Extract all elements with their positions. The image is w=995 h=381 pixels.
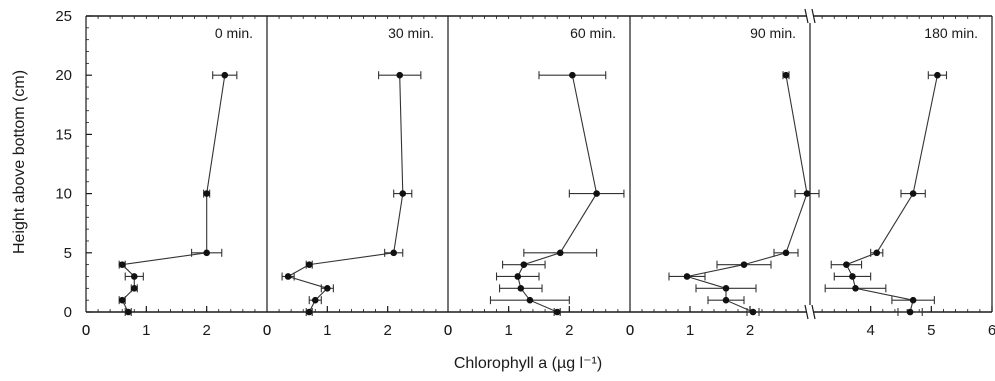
x-tick-label: 0 xyxy=(263,322,271,339)
x-tick-label: 2 xyxy=(202,322,210,339)
data-point xyxy=(783,72,790,79)
x-tick-label: 0 xyxy=(82,322,90,339)
data-point xyxy=(518,285,525,292)
x-tick-label: 6 xyxy=(988,322,995,339)
data-point xyxy=(804,190,811,197)
data-point xyxy=(396,72,403,79)
y-tick-label: 5 xyxy=(64,245,72,262)
panel-time-label: 0 min. xyxy=(215,25,253,41)
data-point xyxy=(203,190,210,197)
y-tick-label: 15 xyxy=(55,126,72,143)
data-point xyxy=(119,297,126,304)
data-point xyxy=(514,273,521,280)
data-point xyxy=(750,309,757,316)
data-point xyxy=(131,285,138,292)
data-point xyxy=(723,285,730,292)
data-point xyxy=(910,297,917,304)
data-point xyxy=(843,261,850,268)
x-tick-label: 1 xyxy=(504,322,512,339)
x-tick-label: 5 xyxy=(927,322,935,339)
data-point xyxy=(569,72,576,79)
data-point xyxy=(131,273,138,280)
data-point xyxy=(849,273,856,280)
data-point xyxy=(741,261,748,268)
x-tick-label: 1 xyxy=(686,322,694,339)
data-point xyxy=(593,190,600,197)
panel-4: 00 1 290 min. xyxy=(626,16,819,339)
x-tick-label: 0 xyxy=(626,322,634,339)
profile-line xyxy=(288,75,403,312)
panel-time-label: 90 min. xyxy=(750,25,796,41)
data-point xyxy=(783,250,790,257)
y-tick-label: 0 xyxy=(64,304,72,321)
x-tick-label: 1 xyxy=(142,322,150,339)
data-point xyxy=(873,250,880,257)
data-point xyxy=(852,285,859,292)
data-point xyxy=(399,190,406,197)
data-point xyxy=(306,309,313,316)
panel-3: 00 1 260 min. xyxy=(444,16,630,339)
x-tick-label: 0 xyxy=(444,322,452,339)
data-point xyxy=(934,72,941,79)
x-tick-label: 1 xyxy=(323,322,331,339)
data-point xyxy=(203,250,210,257)
data-point xyxy=(527,297,534,304)
data-point xyxy=(221,72,228,79)
data-point xyxy=(723,297,730,304)
panel-2: 00 1 230 min. xyxy=(263,16,448,339)
x-axis-title: Chlorophyll a (µg l⁻¹) xyxy=(454,355,602,372)
x-tick-label: 2 xyxy=(565,322,573,339)
y-tick-label: 20 xyxy=(55,67,72,84)
data-point xyxy=(521,261,528,268)
y-axis-title: Height above bottom (cm) xyxy=(11,70,28,254)
data-point xyxy=(554,309,561,316)
data-point xyxy=(285,273,292,280)
data-point xyxy=(390,250,397,257)
x-tick-label: 4 xyxy=(866,322,874,339)
x-tick-label: 2 xyxy=(746,322,754,339)
data-point xyxy=(907,309,914,316)
data-point xyxy=(557,250,564,257)
y-tick-label: 25 xyxy=(55,8,72,25)
y-tick-label: 10 xyxy=(55,186,72,203)
data-point xyxy=(306,261,313,268)
data-point xyxy=(684,273,691,280)
x-tick-label: 2 xyxy=(383,322,391,339)
panel-5: 4 5 6 180 min. xyxy=(805,9,995,339)
panel-time-label: 30 min. xyxy=(388,25,434,41)
data-point xyxy=(324,285,331,292)
panel-time-label: 180 min. xyxy=(924,25,978,41)
data-point xyxy=(910,190,917,197)
panel-time-label: 60 min. xyxy=(570,25,616,41)
data-point xyxy=(312,297,319,304)
panel-1: 00 1 20 min. xyxy=(82,16,267,339)
data-point xyxy=(119,261,126,268)
data-point xyxy=(125,309,132,316)
